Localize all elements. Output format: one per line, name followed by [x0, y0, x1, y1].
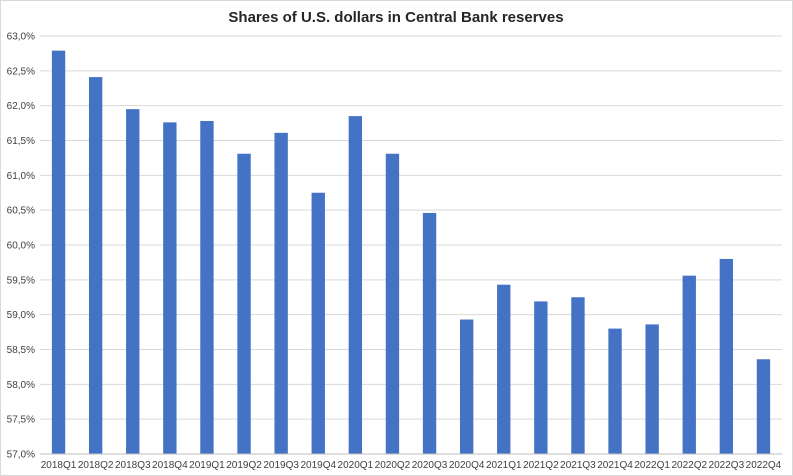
bar-2020Q4: [459, 319, 474, 454]
y-tick-label: 58,5%: [7, 345, 35, 356]
x-tick-label: 2021Q3: [560, 460, 596, 471]
bar-2020Q3: [422, 212, 437, 454]
x-tick-label: 2020Q1: [338, 460, 374, 471]
y-tick-label: 62,0%: [7, 101, 35, 112]
x-tick-label: 2022Q2: [671, 460, 707, 471]
bar-2018Q2: [88, 77, 103, 454]
bar-2019Q2: [237, 153, 251, 454]
x-tick-label: 2019Q1: [189, 460, 225, 471]
x-tick-label: 2021Q4: [597, 460, 633, 471]
bar-2019Q3: [274, 132, 288, 454]
y-tick-label: 58,0%: [7, 380, 35, 391]
y-tick-label: 60,0%: [7, 241, 35, 252]
x-tick-label: 2018Q2: [78, 460, 114, 471]
chart-title: Shares of U.S. dollars in Central Bank r…: [228, 9, 563, 26]
bar-2021Q3: [571, 297, 585, 454]
x-tick-label: 2020Q4: [449, 460, 485, 471]
y-tick-label: 60,5%: [7, 206, 35, 217]
bar-2022Q2: [682, 275, 696, 454]
bar-2018Q1: [51, 50, 66, 454]
bar-2021Q1: [497, 284, 511, 454]
y-tick-label: 59,0%: [7, 310, 35, 321]
bar-2018Q4: [163, 122, 177, 455]
y-tick-label: 57,5%: [7, 415, 35, 426]
y-tick-label: 61,5%: [7, 136, 35, 147]
x-tick-label: 2022Q3: [709, 460, 745, 471]
x-tick-label: 2021Q2: [523, 460, 559, 471]
bar-2018Q3: [126, 109, 140, 455]
x-tick-label: 2020Q2: [375, 460, 411, 471]
bar-2020Q1: [348, 116, 363, 454]
x-tick-label: 2019Q2: [226, 460, 262, 471]
bar-2020Q2: [385, 153, 400, 454]
x-tick-label: 2019Q3: [263, 460, 299, 471]
y-tick-label: 61,0%: [7, 171, 35, 182]
bar-2021Q2: [534, 301, 548, 454]
bar-2021Q4: [608, 328, 622, 454]
bar-2022Q4: [756, 359, 771, 454]
x-tick-label: 2018Q4: [152, 460, 188, 471]
x-tick-label: 2022Q4: [746, 460, 782, 471]
bar-2019Q1: [200, 120, 214, 454]
y-tick-label: 59,5%: [7, 275, 35, 286]
y-tick-label: 57,0%: [7, 450, 35, 461]
bar-2019Q4: [311, 192, 325, 454]
x-tick-label: 2022Q1: [634, 460, 670, 471]
y-tick-label: 62,5%: [7, 66, 35, 77]
x-tick-label: 2020Q3: [412, 460, 448, 471]
bar-2022Q1: [645, 324, 659, 454]
x-tick-label: 2019Q4: [300, 460, 336, 471]
x-tick-label: 2021Q1: [486, 460, 522, 471]
x-tick-label: 2018Q3: [115, 460, 151, 471]
x-tick-label: 2018Q1: [41, 460, 77, 471]
y-tick-label: 63,0%: [7, 32, 35, 43]
bar-2022Q3: [719, 258, 734, 454]
